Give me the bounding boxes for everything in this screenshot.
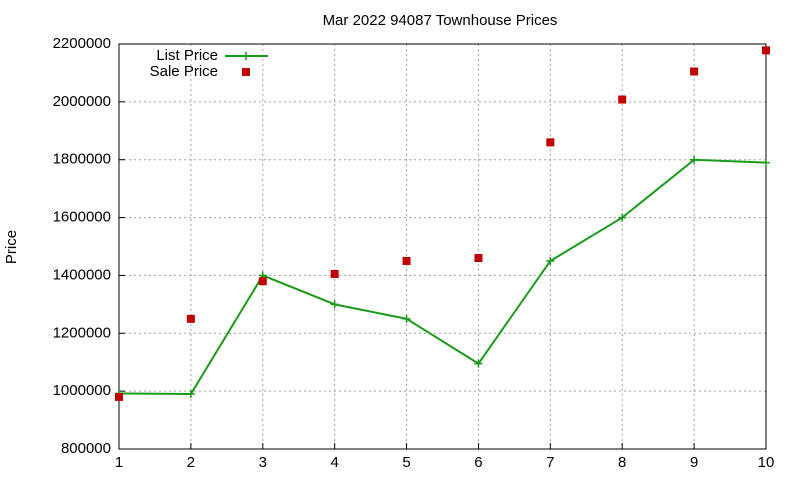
point <box>474 254 483 263</box>
y-axis-label: Price <box>3 230 20 264</box>
point <box>546 256 555 265</box>
y-tick-label: 2200000 <box>53 35 111 52</box>
point <box>330 269 339 278</box>
point <box>186 390 195 399</box>
point <box>618 95 627 104</box>
x-tick-label: 7 <box>546 454 554 471</box>
y-tick-label: 1600000 <box>53 209 111 226</box>
point <box>242 68 250 76</box>
x-tick-label: 6 <box>474 454 482 471</box>
line <box>118 158 767 396</box>
y-tick-label: 1400000 <box>53 266 111 283</box>
point <box>402 256 411 265</box>
x-tick-label: 4 <box>330 454 338 471</box>
point <box>690 67 699 76</box>
x-tick-label: 1 <box>115 454 123 471</box>
point <box>546 138 555 147</box>
y-tick-label: 1200000 <box>53 324 111 341</box>
chart-title: Mar 2022 94087 Townhouse Prices <box>323 12 558 29</box>
x-tick-label: 5 <box>402 454 410 471</box>
point <box>618 213 627 222</box>
x-tick-label: 2 <box>187 454 195 471</box>
point <box>762 158 770 167</box>
x-tick-label: 3 <box>259 454 267 471</box>
y-tick-label: 800000 <box>61 440 111 457</box>
point <box>258 277 267 286</box>
point <box>690 155 699 164</box>
y-tick-label: 1800000 <box>53 151 111 168</box>
point <box>474 359 483 368</box>
x-tick-label: 8 <box>618 454 626 471</box>
point <box>762 46 770 55</box>
point <box>402 314 411 323</box>
legend-label: Sale Price <box>150 63 218 80</box>
plot-frame <box>118 43 767 450</box>
y-tick-label: 1000000 <box>53 382 111 399</box>
point <box>186 314 195 323</box>
y-tick-label: 2000000 <box>53 93 111 110</box>
point <box>330 300 339 309</box>
x-tick-label: 10 <box>758 454 775 471</box>
point <box>242 52 250 60</box>
point <box>115 392 123 401</box>
legend-label: List Price <box>156 47 218 64</box>
x-tick-label: 9 <box>690 454 698 471</box>
